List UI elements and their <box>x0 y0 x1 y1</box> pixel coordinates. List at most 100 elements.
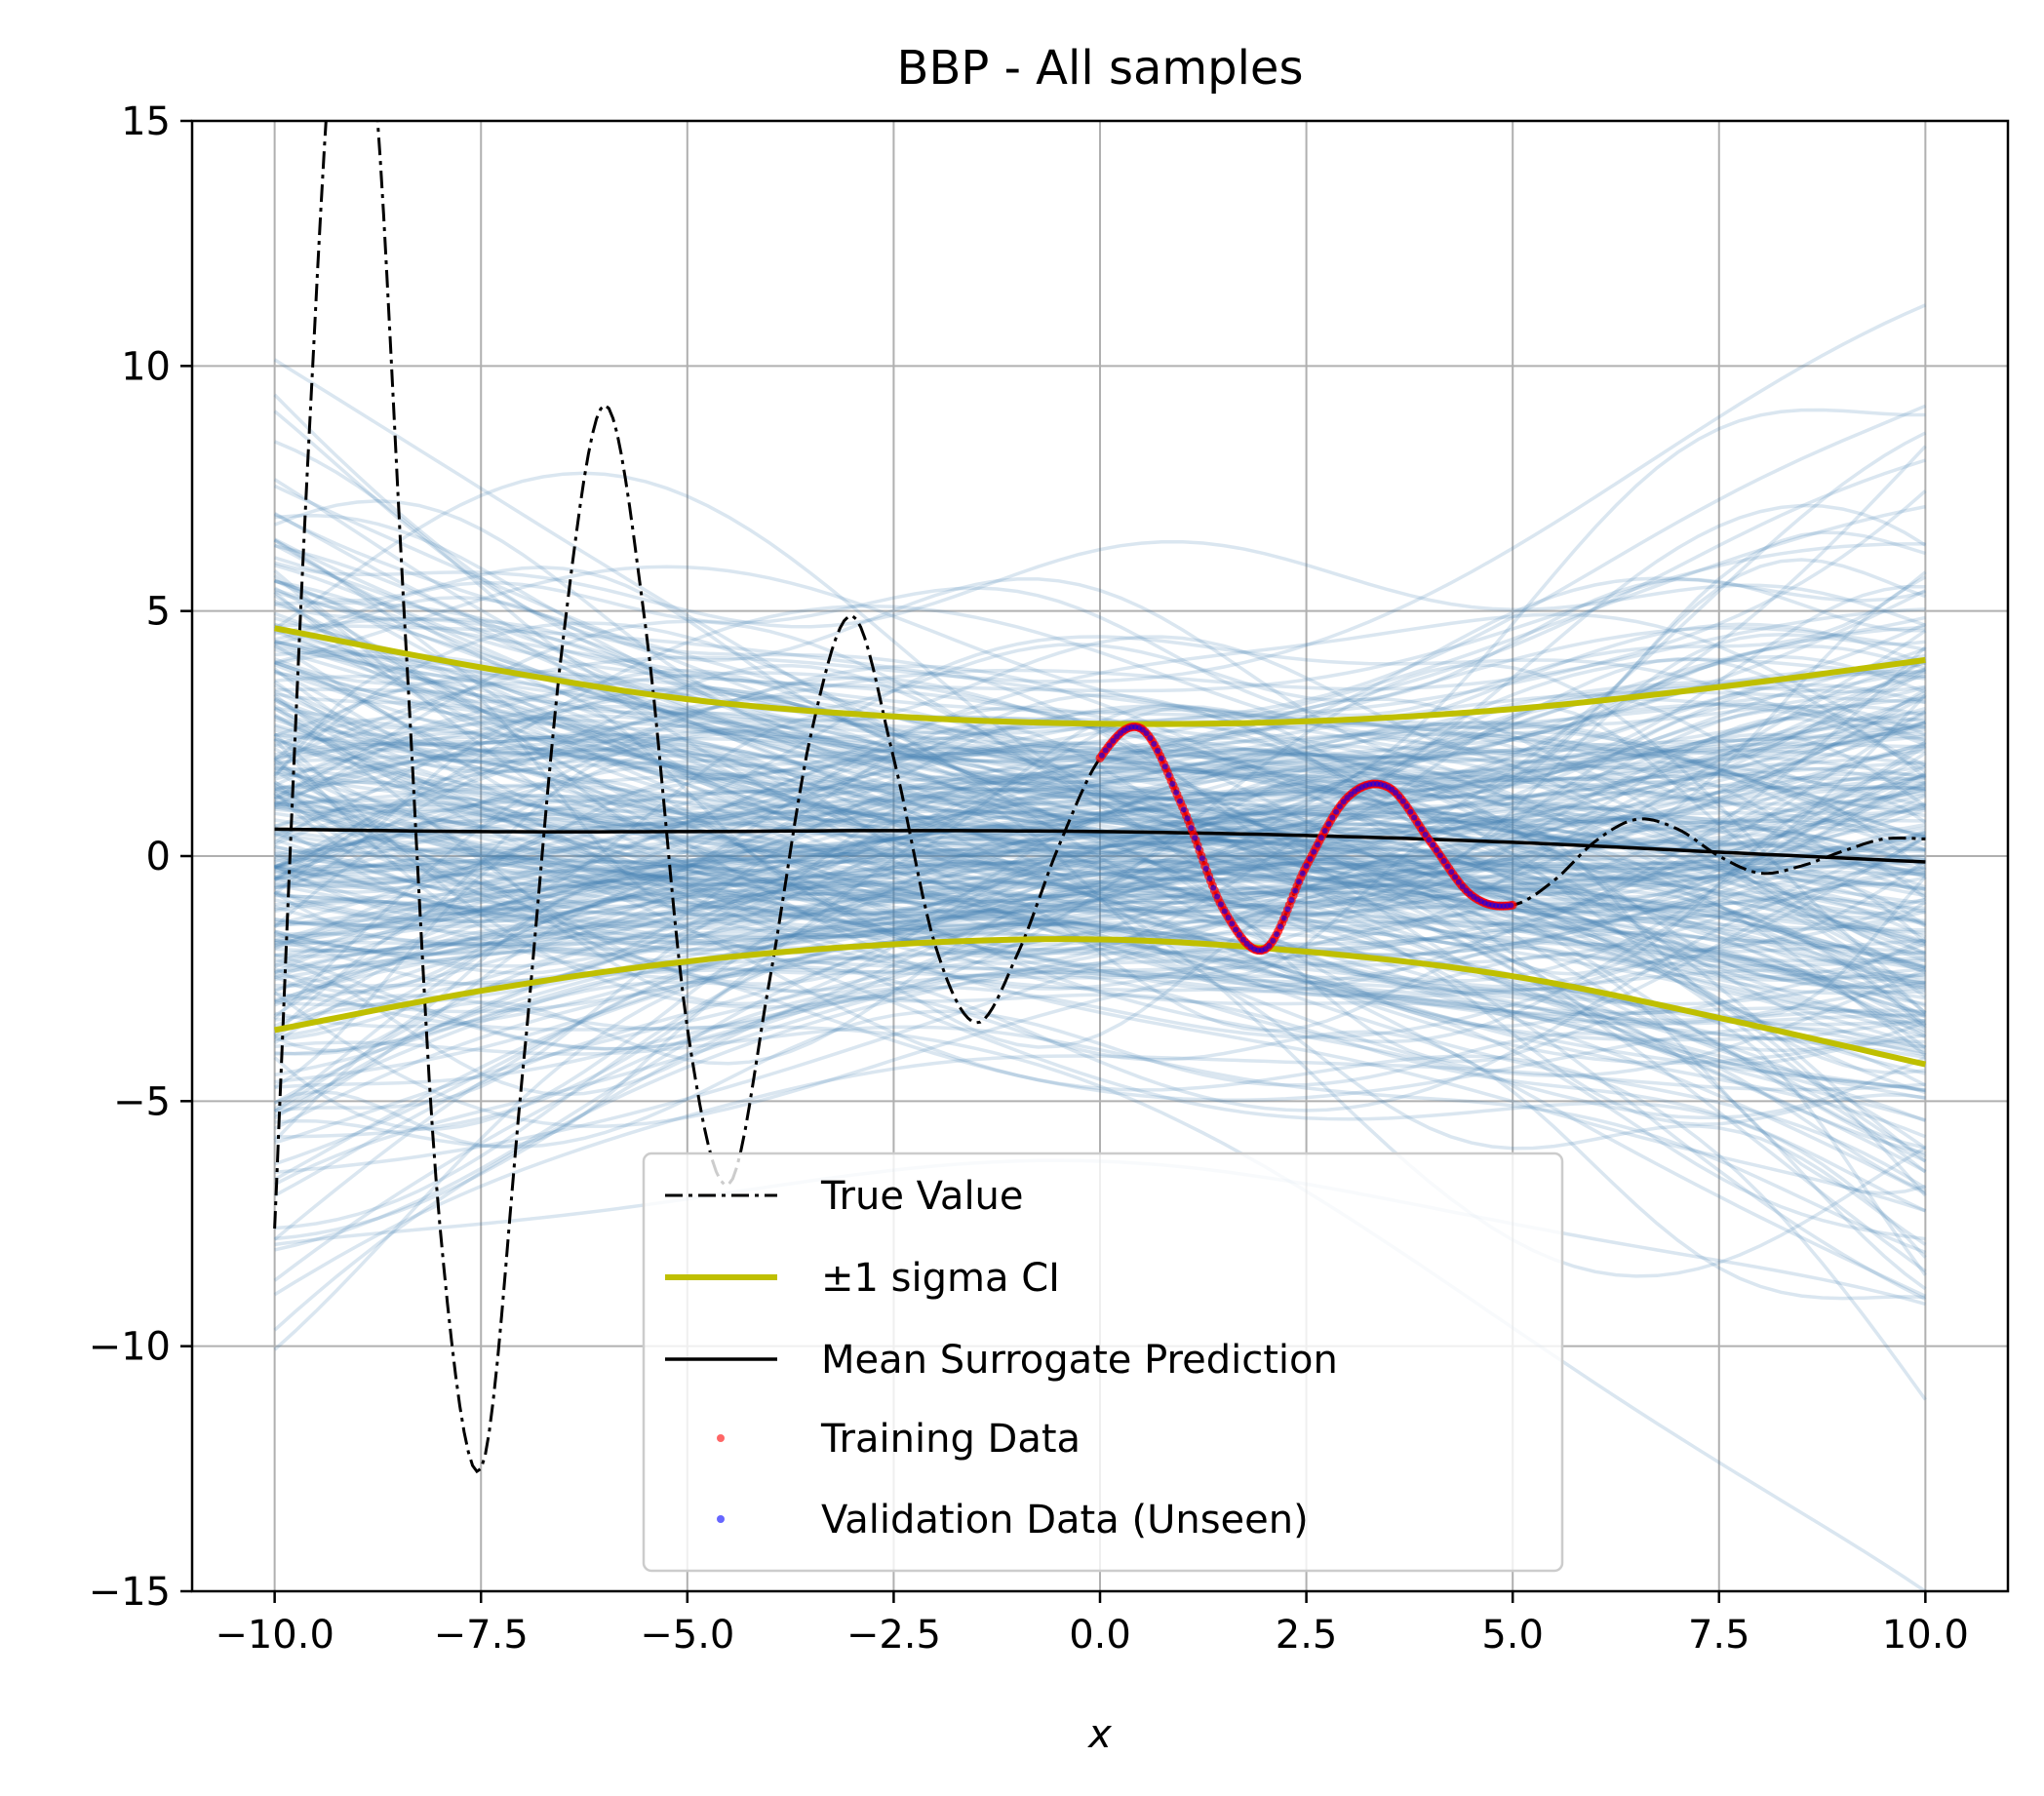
sample-curve <box>273 656 1927 1105</box>
ci-lower-line <box>274 936 1927 1068</box>
sample-curve <box>273 697 1926 1075</box>
validation-point <box>1106 742 1113 749</box>
sample-curve <box>274 685 1926 928</box>
validation-point <box>1340 799 1347 805</box>
sample-curve <box>274 716 1927 929</box>
sample-curve <box>273 715 1927 1302</box>
sample-curve <box>274 739 1927 843</box>
sample-curve <box>274 845 1927 1158</box>
sample-curve <box>274 629 1927 922</box>
sample-curve <box>274 639 1926 915</box>
validation-point <box>1430 841 1436 848</box>
sample-curve <box>274 898 1926 1241</box>
sample-curve <box>274 616 1926 963</box>
sample-curve <box>273 859 1926 1187</box>
sample-curve <box>274 892 1926 956</box>
sample-curve <box>274 838 1926 1057</box>
sample-curve <box>274 704 1926 928</box>
series <box>273 121 1927 1474</box>
sample-curve <box>273 774 1926 965</box>
sample-curve <box>273 780 1927 1033</box>
sample-curve <box>273 591 1927 945</box>
validation-point <box>1455 878 1462 885</box>
sample-curve <box>274 791 1926 974</box>
validation-point <box>1225 915 1232 921</box>
sample-curve <box>273 753 1926 962</box>
sample-curve <box>274 590 1926 780</box>
validation-point <box>1274 931 1280 938</box>
sample-curve <box>274 810 1926 979</box>
sample-curve <box>273 803 1926 1195</box>
validation-point <box>1229 920 1236 927</box>
validation-point <box>1414 820 1421 827</box>
sample-curve <box>274 577 1926 713</box>
sample-curve <box>273 727 1926 879</box>
sample-curve <box>274 821 1927 1028</box>
sample-curve <box>274 875 1926 946</box>
sample-curve <box>274 579 1927 928</box>
sample-curve <box>273 774 1926 1053</box>
sample-curve <box>273 657 1926 929</box>
legend-ci-label: ±1 sigma CI <box>821 1256 1060 1301</box>
sample-curve <box>274 458 1926 946</box>
sample-curve <box>274 693 1926 785</box>
validation-point <box>1161 763 1168 770</box>
sample-curve <box>273 440 1926 1035</box>
validation-point <box>1102 747 1109 754</box>
sample-curve <box>273 921 1926 1074</box>
sample-curve <box>273 881 1926 1351</box>
sample-curve <box>274 915 1926 1065</box>
sample-curve <box>274 748 1926 871</box>
sample-curve <box>273 748 1926 898</box>
validation-point <box>1217 901 1224 908</box>
axes-ticks: −10.0 −7.5 −5.0 −2.5 0.0 2.5 5.0 7.5 10.0 −15 −10 −… <box>89 99 1969 1658</box>
sample-curve <box>273 686 1927 879</box>
y-tick-label: −10 <box>89 1325 171 1370</box>
validation-point <box>1311 848 1317 855</box>
legend-box <box>642 1152 1564 1573</box>
sample-curve <box>274 697 1926 975</box>
validation-point <box>1210 884 1217 891</box>
sample-curve <box>274 640 1926 946</box>
sample-curve <box>273 721 1926 1018</box>
sample-curve <box>273 830 1927 1282</box>
sample-curve <box>273 303 1927 763</box>
sample-curve <box>274 445 1927 870</box>
sample-curve <box>274 766 1926 1093</box>
ci-upper-line <box>274 625 1926 727</box>
sample-curve <box>273 657 1927 808</box>
sample-curve <box>274 706 1926 859</box>
validation-point <box>1277 923 1283 930</box>
sample-curve <box>274 939 1926 1241</box>
sample-curve <box>274 789 1926 1039</box>
sample-curve <box>273 693 1927 900</box>
x-tick-label: 10.0 <box>1882 1613 1969 1658</box>
sample-curve <box>274 847 1926 1150</box>
sample-curve <box>274 851 1926 957</box>
sample-curve <box>274 765 1926 953</box>
sample-curve <box>274 853 1926 1084</box>
legend: True Value ±1 sigma CI Mean Surrogate Pr… <box>642 1152 1564 1573</box>
sample-curve <box>274 746 1926 970</box>
validation-point <box>1459 883 1466 890</box>
sample-curve <box>274 799 1926 867</box>
mean-prediction-line <box>274 827 1926 864</box>
sample-curve <box>274 709 1927 980</box>
sample-curve <box>273 484 1926 772</box>
sample-curve <box>273 859 1926 1067</box>
sample-curve <box>273 543 1926 833</box>
validation-point <box>1426 837 1433 843</box>
sample-curve <box>274 652 1926 898</box>
sample-curve <box>274 847 1926 985</box>
validation-point <box>1436 852 1443 859</box>
x-tick-label: −10.0 <box>215 1613 334 1658</box>
validation-point <box>1329 814 1336 821</box>
sample-curve <box>274 658 1926 869</box>
sample-curve <box>274 839 1926 1029</box>
validation-point <box>1333 808 1340 815</box>
validation-point <box>1399 798 1406 804</box>
sample-curve <box>273 975 1927 1591</box>
sample-curve <box>273 663 1927 1009</box>
y-tick-label: 15 <box>121 99 171 144</box>
sample-curve <box>273 499 1926 763</box>
